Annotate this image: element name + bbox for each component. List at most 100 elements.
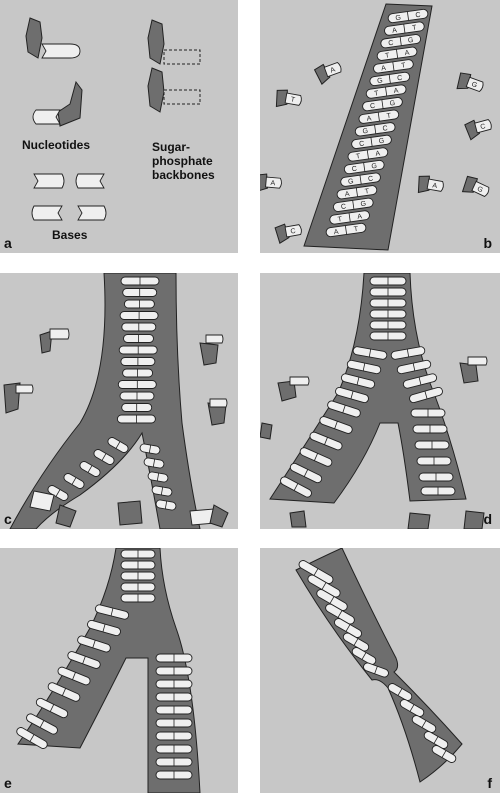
base-pair bbox=[94, 604, 130, 620]
base-pair bbox=[107, 437, 129, 453]
panel-d-drawing bbox=[260, 273, 488, 529]
base-letter: C bbox=[480, 123, 487, 131]
base-pair bbox=[120, 582, 156, 592]
base-pair bbox=[396, 359, 432, 375]
base-pair bbox=[155, 731, 193, 741]
base-pair bbox=[120, 593, 156, 603]
base-letter: T bbox=[374, 90, 380, 98]
panel-b-drawing: G CA TC GT AA TG CT AC GA TG CC GT AC GG CA TC GT AA T ATG… bbox=[260, 3, 492, 251]
base-pair bbox=[387, 683, 413, 701]
base-pair bbox=[117, 380, 157, 389]
base-pair bbox=[155, 653, 193, 663]
base-letter: G bbox=[470, 81, 478, 89]
base-letter: A bbox=[393, 87, 399, 95]
base-pair bbox=[77, 635, 111, 653]
base-pairs-group bbox=[16, 549, 193, 780]
base-pair bbox=[369, 320, 407, 330]
free-nucleotide: A bbox=[260, 173, 282, 192]
base-letter: C bbox=[290, 228, 296, 236]
base-pair bbox=[57, 666, 91, 686]
base-pair bbox=[155, 692, 193, 702]
base-letter: C bbox=[397, 75, 403, 83]
panel-c-drawing bbox=[3, 273, 229, 529]
base-pair bbox=[327, 400, 361, 418]
base-letter: T bbox=[401, 62, 407, 70]
base-letter: A bbox=[330, 66, 337, 74]
bases-group bbox=[31, 173, 107, 221]
base-pair bbox=[420, 486, 456, 496]
base-pair bbox=[363, 662, 389, 678]
base-pair bbox=[47, 682, 81, 702]
panel-d: d bbox=[260, 273, 500, 529]
nucleotide-shape bbox=[32, 80, 83, 127]
panel-a: Nucleotides Sugar- phosphate backbones B… bbox=[0, 0, 238, 253]
base-letter: A bbox=[404, 50, 410, 58]
base-pair bbox=[35, 697, 69, 719]
base-letter: T bbox=[337, 216, 343, 224]
panel-letter-e: e bbox=[4, 775, 12, 791]
base-pair bbox=[119, 311, 159, 320]
base-pair bbox=[340, 373, 376, 389]
base-letter: C bbox=[370, 103, 376, 111]
panel-e: e bbox=[0, 548, 238, 793]
base-pair bbox=[309, 431, 343, 451]
base-pair bbox=[16, 727, 48, 749]
backbone-shape bbox=[147, 19, 201, 113]
base-pair bbox=[411, 715, 437, 733]
base-pair bbox=[120, 571, 156, 581]
base-pair bbox=[351, 647, 377, 665]
base-letter: G bbox=[476, 186, 484, 195]
backbones-label: Sugar- phosphate backbones bbox=[152, 140, 215, 182]
free-nucleotides-group bbox=[260, 356, 488, 529]
base-pair bbox=[139, 443, 161, 455]
base-letter: A bbox=[375, 150, 381, 158]
base-pair bbox=[342, 632, 370, 652]
base-pair bbox=[93, 449, 115, 465]
base-pair bbox=[116, 414, 156, 424]
base-letter: G bbox=[408, 37, 414, 45]
base-pair bbox=[412, 424, 448, 434]
base-letter: C bbox=[382, 125, 388, 133]
base-letter: T bbox=[356, 153, 362, 161]
base-letter: G bbox=[377, 77, 383, 85]
base-letter: C bbox=[359, 140, 365, 148]
base-pair bbox=[319, 416, 353, 434]
base-pair bbox=[369, 331, 407, 341]
base-letter: A bbox=[344, 191, 350, 199]
free-nucleotide: A bbox=[313, 62, 342, 85]
base-letter: G bbox=[395, 15, 401, 23]
base-pair bbox=[121, 403, 153, 412]
base-letter: T bbox=[290, 96, 296, 104]
base-pair bbox=[119, 391, 155, 401]
base-letter: G bbox=[371, 163, 377, 171]
base-pair bbox=[63, 473, 85, 489]
base-letter: C bbox=[368, 175, 374, 183]
panel-letter-b: b bbox=[483, 235, 492, 251]
free-nucleotide: C bbox=[464, 119, 492, 141]
free-nucleotides-group bbox=[3, 328, 229, 528]
base-letter: C bbox=[415, 12, 421, 20]
base-pair bbox=[335, 386, 369, 404]
base-letter: A bbox=[270, 180, 276, 187]
free-nucleotide: A bbox=[417, 175, 444, 194]
base-pair bbox=[79, 461, 101, 477]
base-pair bbox=[120, 549, 156, 559]
base-pair bbox=[369, 298, 407, 308]
base-pair bbox=[87, 619, 121, 637]
base-pair bbox=[369, 276, 407, 286]
free-nucleotide: G bbox=[461, 175, 490, 197]
base-pair bbox=[414, 440, 450, 450]
base-letter: G bbox=[360, 201, 366, 209]
base-pair bbox=[143, 457, 165, 469]
base-letter: G bbox=[348, 178, 354, 186]
base-pair bbox=[399, 699, 425, 717]
base-pair bbox=[409, 386, 443, 404]
base-pair bbox=[280, 476, 312, 498]
